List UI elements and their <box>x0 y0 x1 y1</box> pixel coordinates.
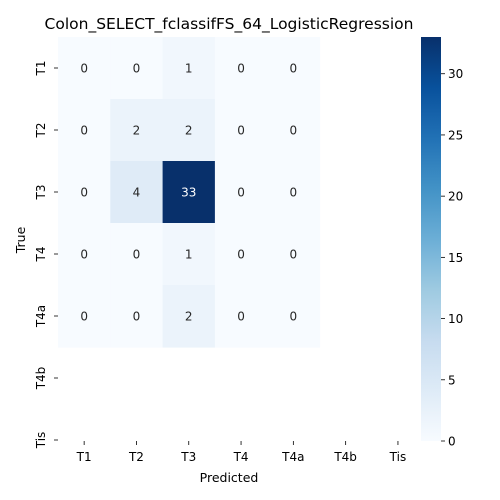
x-axis-ticks: T1 T2 T3 T4 T4a T4b Tis <box>76 441 407 464</box>
colorbar-tick-label: 15 <box>448 251 463 265</box>
heatmap-cell <box>162 285 216 348</box>
heatmap-cell <box>267 161 321 224</box>
cell-value-label: 1 <box>185 62 193 76</box>
colorbar-ticks: 0 5 10 15 20 25 30 <box>441 67 463 449</box>
cell-value-label: 0 <box>237 124 245 138</box>
cell-value-label: 2 <box>185 124 193 138</box>
heatmap-cells <box>58 37 321 348</box>
cell-value-label: 0 <box>290 62 298 76</box>
heatmap-cell <box>162 223 216 286</box>
colorbar-tick-label: 10 <box>448 312 463 326</box>
heatmap-cell <box>267 99 321 162</box>
cell-value-label: 0 <box>133 310 141 324</box>
cell-value-label: 0 <box>133 248 141 262</box>
cell-value-label: 0 <box>80 248 88 262</box>
heatmap-cell <box>110 223 164 286</box>
heatmap-cell <box>58 161 111 224</box>
y-axis-label: True <box>13 226 28 254</box>
cell-value-label: 0 <box>80 124 88 138</box>
cell-value-label: 33 <box>181 186 196 200</box>
cell-value-label: 0 <box>290 248 298 262</box>
heatmap-cell <box>267 223 321 286</box>
cell-value-label: 0 <box>237 62 245 76</box>
heatmap-cell <box>214 285 268 348</box>
heatmap-cell <box>110 99 164 162</box>
x-tick-label: T3 <box>180 450 196 464</box>
cell-labels: 0 0 1 0 0 0 2 2 0 0 0 4 33 0 0 0 0 1 0 0 0 0 2 0 0 <box>80 62 297 324</box>
heatmap-cell <box>162 99 216 162</box>
y-tick-label: T4 <box>34 247 48 263</box>
colorbar-tick-label: 20 <box>448 190 463 204</box>
cell-value-label: 0 <box>237 248 245 262</box>
x-tick-label: T4a <box>281 450 304 464</box>
cell-value-label: 1 <box>185 248 193 262</box>
y-tick-label: T3 <box>34 185 48 201</box>
heatmap-cell <box>214 161 268 224</box>
heatmap-cell <box>267 285 321 348</box>
cell-value-label: 0 <box>290 310 298 324</box>
x-axis-label: Predicted <box>200 470 259 485</box>
cell-value-label: 2 <box>133 124 141 138</box>
heatmap-cell <box>58 99 111 162</box>
cell-value-label: 4 <box>133 186 141 200</box>
cell-value-label: 2 <box>185 310 193 324</box>
cell-value-label: 0 <box>237 310 245 324</box>
heatmap-cell <box>162 37 216 100</box>
cell-value-label: 0 <box>290 186 298 200</box>
heatmap-cell <box>214 37 268 100</box>
colorbar-tick-label: 0 <box>448 435 456 449</box>
y-tick-label: T4b <box>34 367 48 391</box>
x-tick-label: T1 <box>76 450 92 464</box>
colorbar-tick-label: 30 <box>448 67 463 81</box>
colorbar-tick-label: 5 <box>448 373 456 387</box>
heatmap-cell <box>110 37 164 100</box>
heatmap-cell <box>214 223 268 286</box>
heatmap-cell <box>58 37 111 100</box>
colorbar-tick-label: 25 <box>448 128 463 142</box>
cell-value-label: 0 <box>133 62 141 76</box>
heatmap-cell <box>110 161 164 224</box>
y-tick-label: T2 <box>34 123 48 139</box>
x-tick-label: T2 <box>128 450 144 464</box>
y-tick-label: T1 <box>34 61 48 77</box>
y-tick-label: Tis <box>34 432 48 450</box>
heatmap-cell <box>58 285 111 348</box>
y-tick-label: T4a <box>34 305 48 328</box>
cell-value-label: 0 <box>290 124 298 138</box>
cell-value-label: 0 <box>80 62 88 76</box>
heatmap-cell <box>110 285 164 348</box>
heatmap-cell <box>58 223 111 286</box>
cell-value-label: 0 <box>80 310 88 324</box>
heatmap-cell <box>214 99 268 162</box>
heatmap-cell <box>267 37 321 100</box>
heatmap-cell <box>162 161 216 224</box>
x-tick-label: Tis <box>389 450 407 464</box>
x-tick-label: T4 <box>233 450 249 464</box>
x-tick-label: T4b <box>333 450 357 464</box>
cell-value-label: 0 <box>80 186 88 200</box>
cell-value-label: 0 <box>237 186 245 200</box>
y-axis-ticks: T1 T2 T3 T4 T4a T4b Tis <box>34 61 58 450</box>
colorbar <box>421 37 441 441</box>
chart-title: Colon_SELECT_fclassifFS_64_LogisticRegre… <box>45 15 414 34</box>
